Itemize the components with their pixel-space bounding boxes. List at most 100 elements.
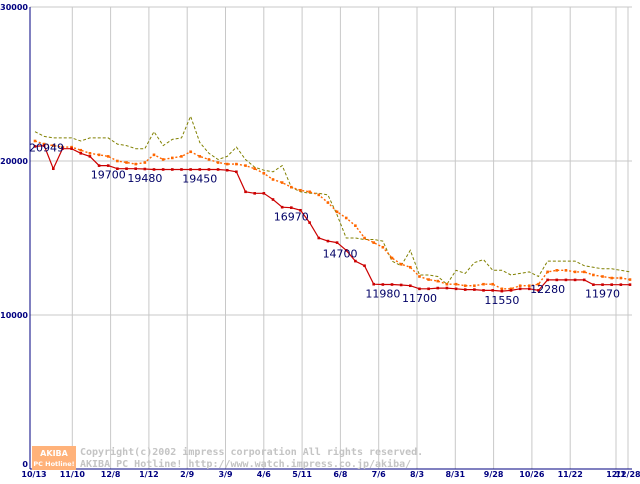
average-price-marker bbox=[528, 284, 531, 288]
average-price-marker bbox=[427, 278, 430, 281]
average-price-marker bbox=[482, 282, 485, 286]
minimum-price-marker bbox=[592, 283, 595, 286]
akiba-logo-box bbox=[32, 446, 76, 470]
price-label: 11700 bbox=[402, 292, 437, 305]
minimum-price-marker bbox=[500, 289, 504, 293]
price-label: 11550 bbox=[484, 294, 519, 307]
minimum-price-marker bbox=[573, 278, 577, 282]
average-price-marker bbox=[171, 156, 174, 160]
average-price-line bbox=[34, 140, 631, 290]
average-price-marker bbox=[52, 144, 55, 147]
minimum-price-marker bbox=[326, 239, 330, 243]
minimum-price-marker bbox=[528, 287, 531, 291]
average-price-marker bbox=[363, 236, 366, 240]
average-price-marker bbox=[216, 161, 220, 164]
average-price-marker bbox=[564, 269, 568, 272]
x-tick-label: 7/6 bbox=[372, 470, 386, 479]
minimum-price-marker bbox=[582, 278, 586, 282]
price-label: 19700 bbox=[91, 169, 126, 182]
minimum-price-marker bbox=[482, 289, 485, 292]
average-price-marker bbox=[262, 172, 266, 175]
minimum-price-marker bbox=[207, 168, 211, 171]
average-price-marker bbox=[463, 284, 467, 288]
average-price-marker bbox=[418, 275, 421, 278]
minimum-price-marker bbox=[463, 288, 467, 291]
minimum-price-line bbox=[34, 144, 630, 292]
average-price-marker bbox=[299, 188, 302, 192]
average-price-marker bbox=[253, 167, 256, 170]
average-price-marker bbox=[509, 287, 513, 291]
minimum-price-marker bbox=[116, 167, 119, 170]
minimum-price-marker bbox=[299, 208, 302, 212]
minimum-price-marker bbox=[125, 167, 128, 170]
akiba-logo-text: AKIBA bbox=[40, 449, 68, 458]
average-price-marker bbox=[79, 148, 83, 152]
minimum-price-marker bbox=[399, 283, 403, 287]
average-price-marker bbox=[225, 162, 229, 166]
minimum-price-marker bbox=[271, 198, 275, 201]
price-label: 16970 bbox=[274, 211, 309, 224]
average-price-marker bbox=[372, 241, 375, 244]
x-tick-label: 8/31 bbox=[445, 470, 465, 479]
site-url-watermark: AKIBA PC Hotline! http://www.watch.impre… bbox=[80, 458, 411, 470]
minimum-price-marker bbox=[161, 168, 165, 171]
average-price-marker bbox=[399, 262, 403, 266]
minimum-price-marker bbox=[363, 264, 366, 268]
x-tick-label: 10/13 bbox=[21, 470, 46, 479]
average-price-marker bbox=[290, 185, 293, 189]
minimum-price-marker bbox=[70, 147, 73, 150]
minimum-price-marker bbox=[518, 287, 522, 291]
average-price-marker bbox=[582, 270, 586, 274]
minimum-price-marker bbox=[106, 164, 110, 167]
average-price-marker bbox=[33, 139, 37, 143]
minimum-price-marker bbox=[143, 167, 147, 171]
x-tick-label: 12/28 bbox=[615, 470, 640, 479]
minimum-price-marker bbox=[262, 192, 266, 195]
average-price-marker bbox=[628, 278, 632, 281]
x-tick-label: 11/22 bbox=[558, 470, 583, 479]
price-label: 20949 bbox=[29, 141, 64, 154]
y-tick-label: 10000 bbox=[0, 311, 28, 320]
average-price-marker bbox=[500, 287, 504, 291]
minimum-price-marker bbox=[335, 241, 339, 244]
x-tick-label: 5/11 bbox=[292, 470, 312, 479]
average-price-marker bbox=[518, 284, 522, 288]
minimum-price-marker bbox=[610, 283, 613, 286]
minimum-price-marker bbox=[409, 284, 412, 288]
average-price-marker bbox=[161, 158, 165, 161]
minimum-price-marker bbox=[152, 168, 156, 171]
price-label: 19450 bbox=[182, 172, 217, 185]
minimum-price-marker bbox=[418, 287, 421, 291]
y-tick-label: 30000 bbox=[0, 3, 28, 12]
average-price-marker bbox=[454, 282, 458, 286]
average-price-marker bbox=[573, 270, 577, 274]
minimum-price-marker bbox=[235, 170, 238, 174]
average-price-marker bbox=[143, 161, 147, 164]
minimum-price-marker bbox=[427, 287, 430, 291]
average-price-marker bbox=[97, 153, 101, 157]
minimum-price-marker bbox=[436, 286, 440, 290]
average-price-marker bbox=[390, 256, 394, 260]
average-price-marker bbox=[125, 161, 128, 164]
average-price-marker bbox=[436, 279, 440, 283]
average-price-marker bbox=[473, 284, 476, 288]
x-tick-label: 11/10 bbox=[60, 470, 86, 479]
x-tick-label: 8/3 bbox=[410, 470, 424, 479]
copyright-watermark: Copyright(c)2002 impress corporation All… bbox=[80, 446, 423, 458]
minimum-price-marker bbox=[79, 152, 83, 155]
minimum-price-marker bbox=[134, 167, 137, 170]
average-price-marker bbox=[619, 276, 623, 280]
average-price-marker bbox=[61, 145, 64, 149]
minimum-price-marker bbox=[42, 144, 46, 147]
minimum-price-marker bbox=[454, 287, 458, 291]
price-label: 14700 bbox=[323, 248, 358, 261]
average-price-marker bbox=[207, 158, 211, 161]
minimum-price-marker bbox=[171, 168, 174, 171]
minimum-price-marker bbox=[509, 289, 513, 292]
average-price-marker bbox=[280, 181, 284, 184]
minimum-price-marker bbox=[280, 205, 284, 209]
minimum-price-marker bbox=[198, 168, 202, 171]
average-price-marker bbox=[244, 164, 247, 167]
average-price-marker bbox=[335, 210, 339, 214]
average-price-marker bbox=[555, 269, 559, 272]
